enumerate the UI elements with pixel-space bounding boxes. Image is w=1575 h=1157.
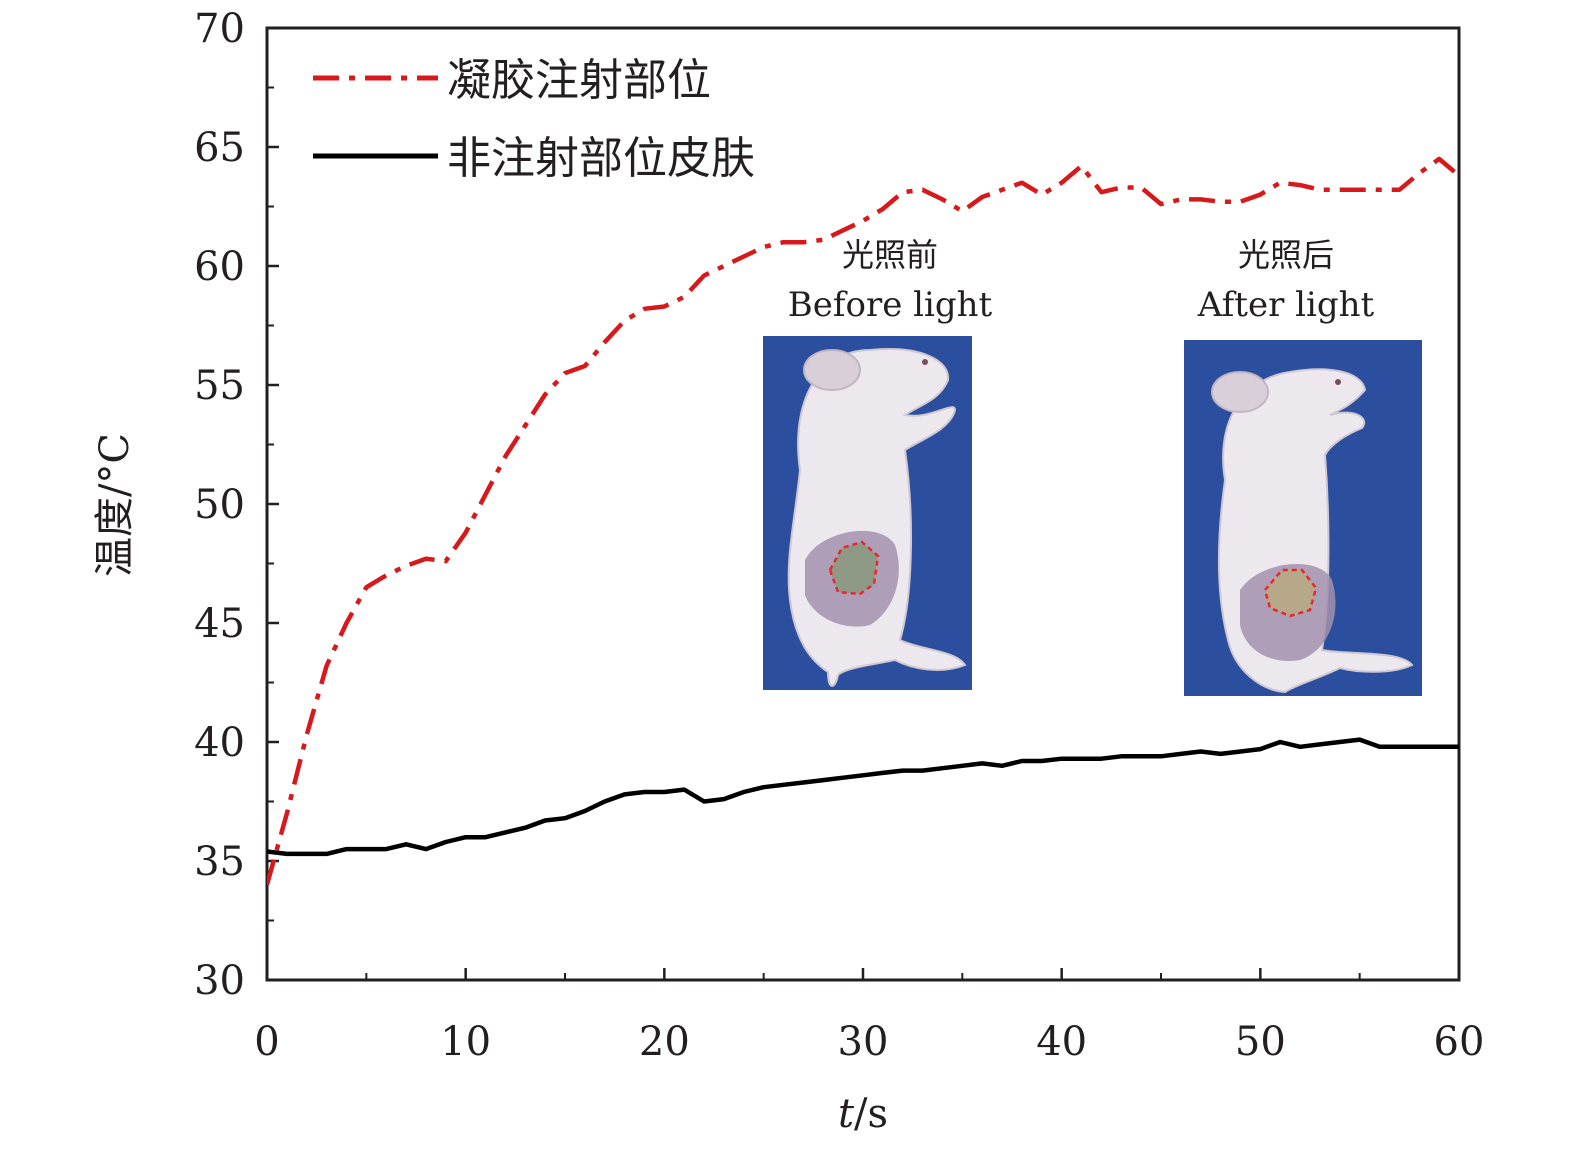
x-axis-title: t/s <box>838 1091 888 1137</box>
y-tick-label: 55 <box>194 363 245 409</box>
x-tick-label: 40 <box>1036 1019 1087 1065</box>
y-tick-label: 40 <box>194 720 245 766</box>
series-line-non-injected-skin <box>267 737 1459 857</box>
series-line-gel-site <box>267 156 1459 886</box>
inset-before-light: 光照前 Before light <box>763 236 993 690</box>
x-tick-label: 0 <box>254 1019 279 1065</box>
mouse-before-injection-marker <box>828 540 880 596</box>
legend: 凝胶注射部位 非注射部位皮肤 <box>313 55 755 184</box>
x-tick-label: 30 <box>838 1019 889 1065</box>
axis-ticks <box>265 26 1461 982</box>
series-layer <box>267 156 1459 886</box>
legend-label-non-injected-skin: 非注射部位皮肤 <box>447 133 755 184</box>
legend-label-gel-site: 凝胶注射部位 <box>447 55 711 106</box>
inset-before-label-zh: 光照前 <box>842 236 938 274</box>
mouse-before-eye <box>922 359 928 365</box>
y-tick-label: 45 <box>194 601 245 647</box>
y-tick-labels: 30 35 40 45 50 55 60 65 70 <box>194 6 245 1004</box>
mouse-after-injection-marker <box>1263 568 1318 618</box>
x-tick-label: 10 <box>440 1019 491 1065</box>
mouse-after-eye <box>1335 379 1341 385</box>
mouse-before-image <box>787 348 967 687</box>
x-tick-label: 50 <box>1235 1019 1286 1065</box>
y-tick-label: 50 <box>194 482 245 528</box>
mouse-before-ear <box>803 349 861 391</box>
y-tick-label: 35 <box>194 839 245 885</box>
y-tick-label: 60 <box>194 244 245 290</box>
mouse-after-ear <box>1211 371 1269 413</box>
mouse-after-image <box>1211 368 1414 694</box>
y-tick-label: 30 <box>194 958 245 1004</box>
inset-after-light: 光照后 After light <box>1184 236 1422 696</box>
x-tick-label: 60 <box>1434 1019 1485 1065</box>
x-tick-labels: 0 10 20 30 40 50 60 <box>254 1019 1484 1065</box>
y-tick-label: 65 <box>194 125 245 171</box>
inset-after-label-zh: 光照后 <box>1238 236 1334 274</box>
y-axis-title: 温度/°C <box>92 433 138 577</box>
y-tick-label: 70 <box>194 6 245 52</box>
inset-after-label-en: After light <box>1197 285 1375 325</box>
x-tick-label: 20 <box>639 1019 690 1065</box>
inset-before-label-en: Before light <box>788 285 993 325</box>
